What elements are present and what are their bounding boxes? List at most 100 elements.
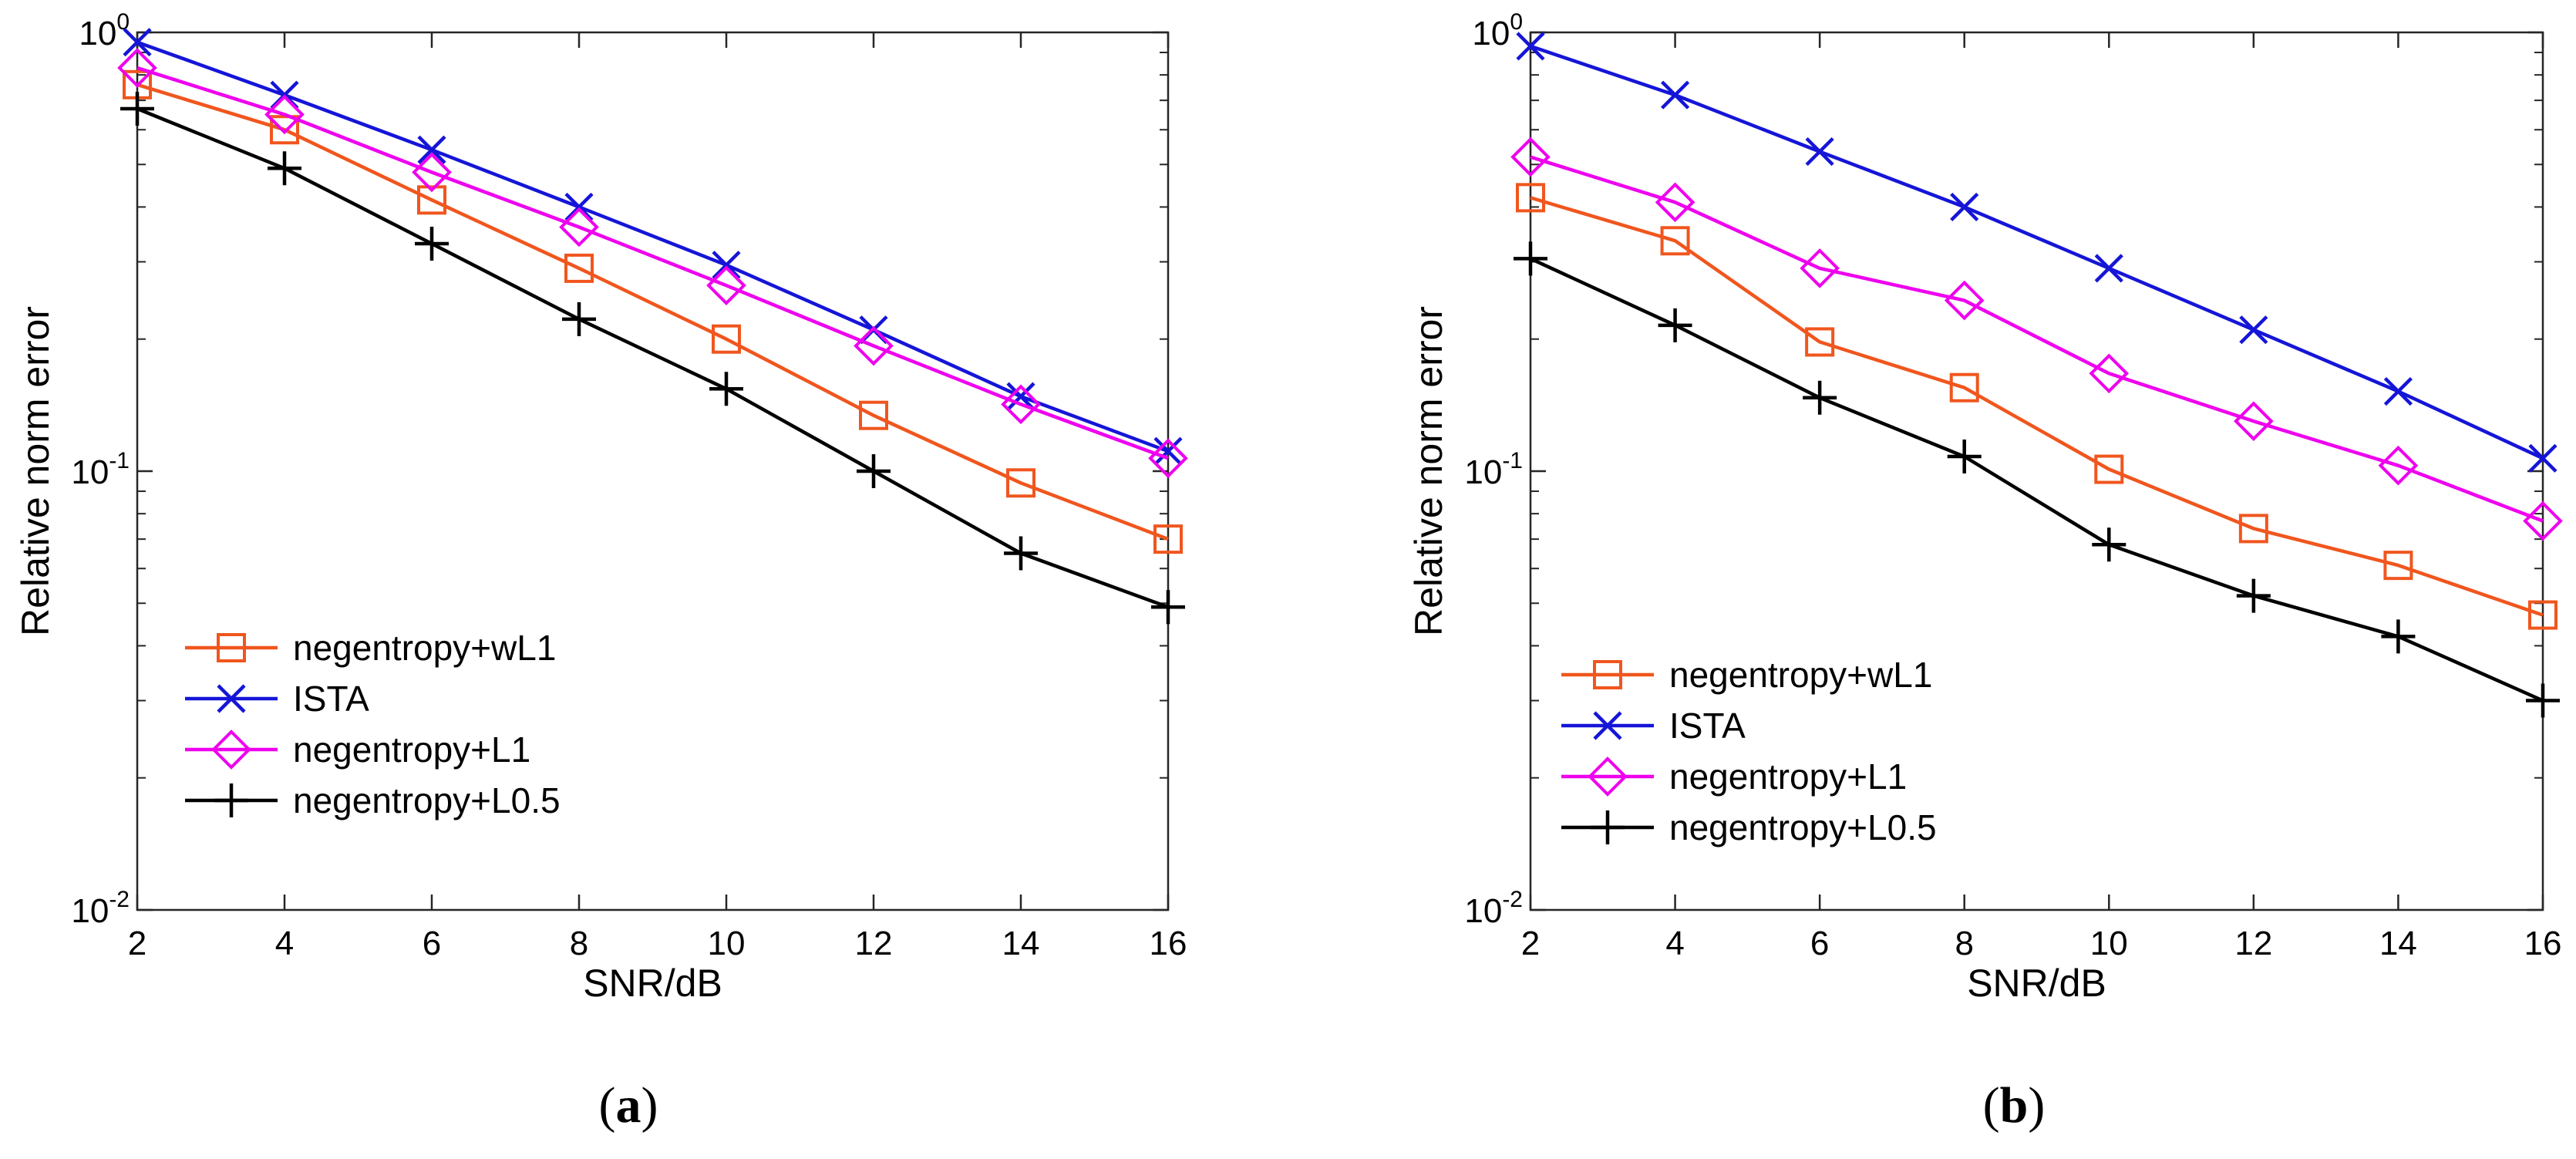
data-point bbox=[859, 400, 888, 430]
data-point bbox=[1805, 136, 1834, 167]
x-tick-label: 2 bbox=[128, 925, 146, 962]
legend-marker bbox=[1591, 810, 1625, 844]
data-point bbox=[123, 28, 152, 57]
data-point bbox=[564, 192, 594, 222]
data-point bbox=[1516, 32, 1545, 61]
y-tick-label: 100 bbox=[79, 9, 130, 52]
data-point bbox=[1660, 226, 1690, 256]
data-point bbox=[564, 253, 594, 283]
data-point bbox=[264, 94, 305, 135]
data-point bbox=[2528, 600, 2557, 630]
data-point bbox=[712, 324, 741, 354]
data-point bbox=[1658, 308, 1692, 342]
data-point bbox=[2383, 376, 2413, 406]
series-line-0 bbox=[1530, 196, 2544, 617]
legend-marker bbox=[1593, 711, 1622, 740]
legend-label: negentropy+L0.5 bbox=[293, 780, 561, 820]
x-tick-label: 12 bbox=[855, 925, 893, 962]
legend-label: negentropy+L1 bbox=[1669, 756, 1907, 797]
x-tick-label: 8 bbox=[570, 925, 588, 962]
x-tick-label: 10 bbox=[708, 925, 746, 962]
data-point bbox=[2094, 454, 2124, 484]
data-point bbox=[1803, 380, 1837, 415]
data-point bbox=[1949, 372, 1979, 403]
data-point bbox=[1514, 241, 1547, 276]
x-tick-label: 6 bbox=[1810, 925, 1829, 962]
x-tick-label: 8 bbox=[1955, 925, 1973, 962]
legend-marker bbox=[1593, 660, 1622, 689]
series-line-0 bbox=[136, 83, 1169, 541]
data-point bbox=[1004, 536, 1038, 571]
legend-label: negentropy+wL1 bbox=[1669, 655, 1932, 695]
x-tick-label: 2 bbox=[1521, 925, 1540, 962]
data-point bbox=[712, 251, 741, 280]
data-point bbox=[417, 135, 446, 164]
data-point bbox=[1006, 468, 1035, 498]
data-point bbox=[415, 226, 449, 261]
data-point bbox=[270, 115, 299, 145]
data-point bbox=[2094, 254, 2123, 283]
legend-marker bbox=[1588, 756, 1628, 797]
data-point bbox=[1153, 436, 1183, 466]
series-line-2 bbox=[1530, 155, 2544, 523]
series-line-3 bbox=[1530, 257, 2544, 702]
x-tick-label: 4 bbox=[275, 925, 294, 962]
series-line-2 bbox=[136, 66, 1169, 460]
x-tick-label: 16 bbox=[1150, 925, 1187, 962]
data-point bbox=[2381, 619, 2416, 654]
data-point bbox=[2089, 353, 2130, 394]
data-point bbox=[1944, 280, 1985, 321]
data-point bbox=[1660, 80, 1690, 109]
data-point bbox=[2092, 527, 2126, 562]
y-axis-title: Relative norm error bbox=[1407, 306, 1450, 636]
legend-label: negentropy+L0.5 bbox=[1669, 807, 1937, 847]
data-point bbox=[1947, 439, 1982, 473]
data-point bbox=[709, 372, 743, 406]
x-tick-label: 14 bbox=[2379, 925, 2417, 962]
legend-label: negentropy+L1 bbox=[293, 729, 530, 770]
data-point bbox=[1805, 327, 1835, 357]
data-point bbox=[1516, 183, 1545, 213]
data-point bbox=[854, 325, 894, 366]
panel-label: (b) bbox=[1983, 1077, 2046, 1134]
legend-marker bbox=[217, 633, 246, 662]
data-point bbox=[2238, 514, 2268, 544]
data-point bbox=[1655, 182, 1695, 223]
legend-marker bbox=[211, 729, 251, 770]
plot-area bbox=[1529, 31, 2544, 911]
x-tick-label: 6 bbox=[423, 925, 441, 962]
data-point bbox=[562, 302, 596, 336]
data-point bbox=[1006, 382, 1035, 411]
data-point bbox=[2236, 578, 2271, 613]
legend-marker bbox=[217, 684, 246, 713]
data-point bbox=[2528, 443, 2557, 473]
data-point bbox=[1151, 590, 1185, 625]
data-point bbox=[2234, 401, 2274, 441]
data-point bbox=[2239, 315, 2268, 345]
data-point bbox=[1510, 136, 1551, 177]
data-point bbox=[117, 48, 157, 88]
legend-label: ISTA bbox=[1669, 706, 1746, 746]
y-tick-label: 10-2 bbox=[1464, 887, 1523, 930]
data-point bbox=[559, 207, 599, 248]
legend-label: ISTA bbox=[293, 679, 369, 719]
panel-label: (a) bbox=[599, 1077, 658, 1134]
x-tick-label: 4 bbox=[1665, 925, 1684, 962]
y-axis-title: Relative norm error bbox=[14, 306, 57, 636]
data-point bbox=[120, 91, 154, 126]
data-point bbox=[2378, 445, 2419, 486]
data-point bbox=[1950, 192, 1979, 222]
series-line-3 bbox=[136, 106, 1169, 609]
series-line-1 bbox=[136, 40, 1169, 453]
series-line-1 bbox=[1530, 44, 2544, 460]
data-point bbox=[2523, 500, 2563, 541]
data-point bbox=[412, 152, 452, 193]
data-point bbox=[1148, 438, 1188, 479]
x-axis-title: SNR/dB bbox=[1967, 962, 2106, 1005]
legend-marker bbox=[214, 783, 248, 817]
x-tick-label: 14 bbox=[1002, 925, 1040, 962]
data-point bbox=[1001, 384, 1041, 425]
